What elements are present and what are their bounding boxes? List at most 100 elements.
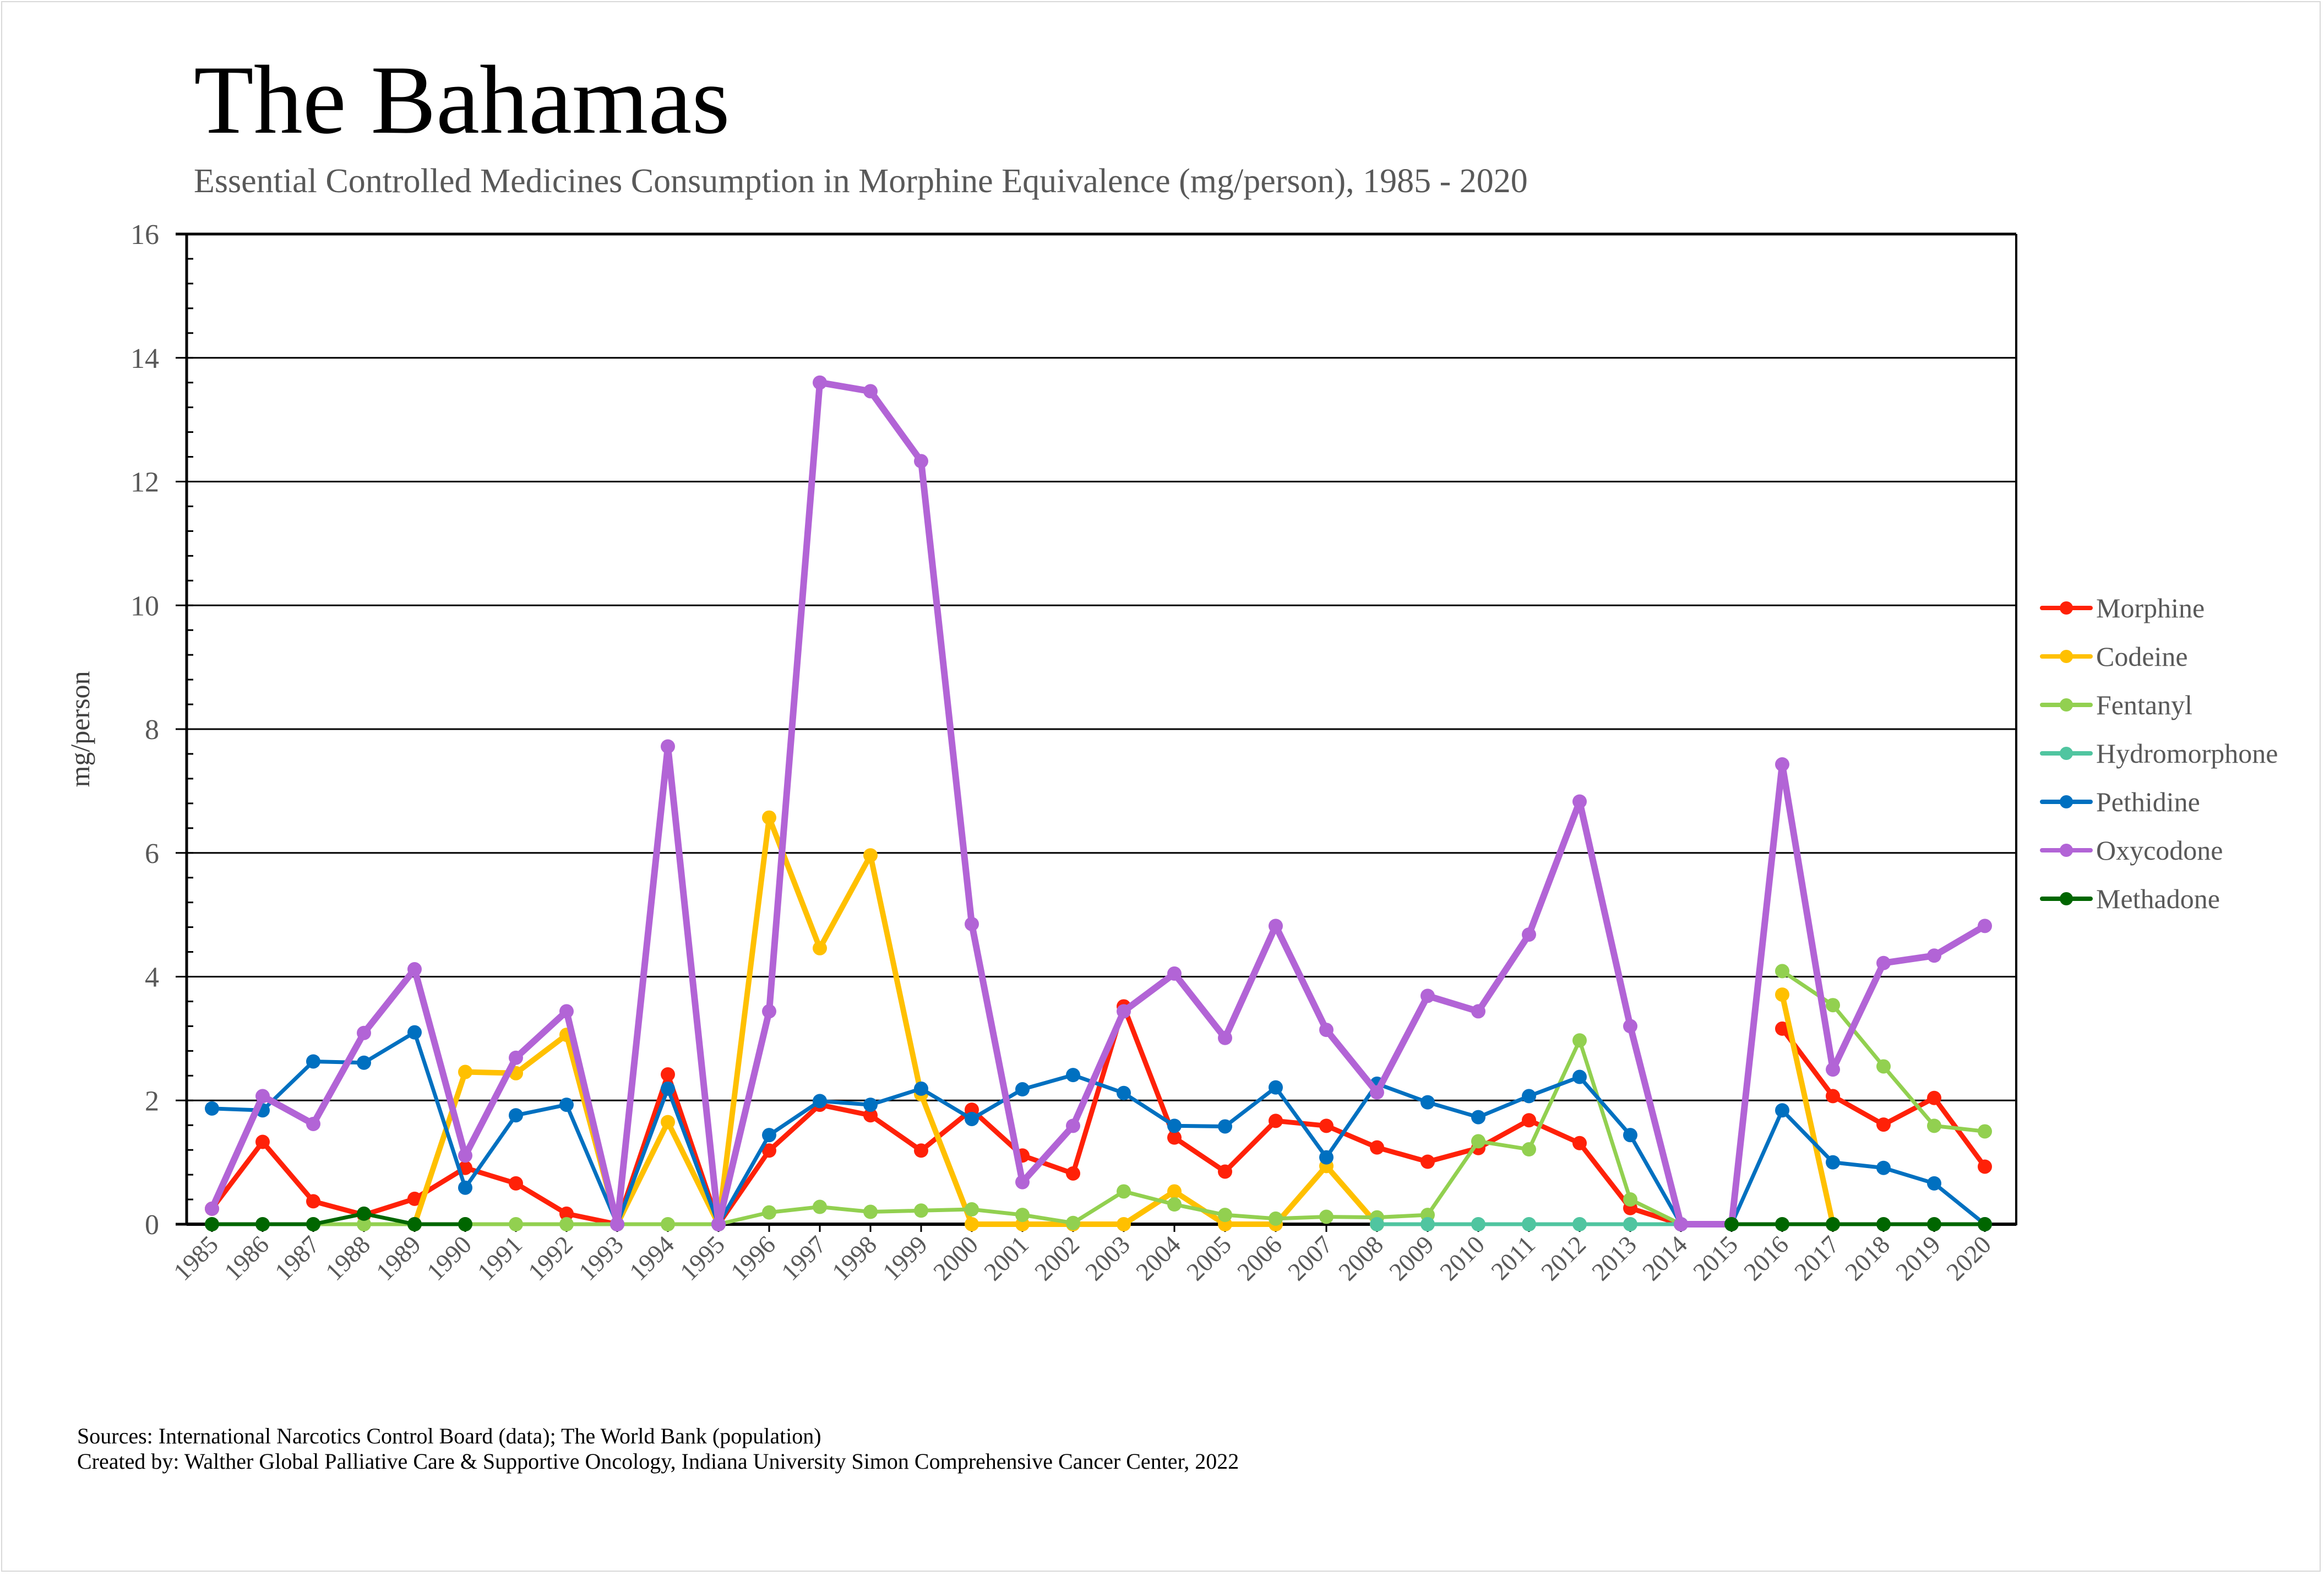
data-point — [1218, 1164, 1232, 1179]
x-tick-label: 1993 — [573, 1230, 629, 1286]
legend-line-marker-icon — [2040, 597, 2093, 619]
series-line — [210, 1003, 1682, 1227]
data-point — [458, 1217, 472, 1231]
data-point — [813, 941, 827, 955]
data-point — [813, 1094, 827, 1109]
data-point — [1471, 1134, 1485, 1149]
legend-line-marker-icon — [2040, 888, 2093, 910]
data-point — [306, 1116, 320, 1131]
data-point — [407, 1217, 422, 1231]
data-point — [1218, 1119, 1232, 1134]
chart-subtitle: Essential Controlled Medicines Consumpti… — [194, 162, 1528, 200]
data-point — [661, 1081, 675, 1096]
data-point — [1826, 1217, 1840, 1231]
data-point — [357, 1206, 371, 1221]
gridlines — [176, 232, 2016, 1226]
y-tick-label: 4 — [145, 962, 159, 993]
data-point — [1319, 1023, 1334, 1038]
x-tick-label: 2017 — [1789, 1230, 1844, 1286]
series-oxycodone — [205, 375, 1992, 1231]
data-point — [1117, 1217, 1131, 1231]
data-point — [1572, 794, 1587, 809]
data-point — [1623, 1128, 1637, 1143]
series-line — [313, 1038, 1682, 1226]
data-point — [1876, 1059, 1891, 1074]
footer-created-by: Created by: Walther Global Palliative Ca… — [77, 1449, 1239, 1474]
legend-item: Fentanyl — [2040, 681, 2278, 729]
legend-label: Oxycodone — [2096, 835, 2223, 866]
x-tick-label: 2018 — [1839, 1230, 1895, 1286]
data-point — [1876, 1217, 1891, 1231]
data-point — [1218, 1030, 1232, 1045]
data-point — [914, 1081, 928, 1096]
data-point — [559, 1217, 574, 1231]
data-point — [1978, 1217, 1992, 1231]
legend: Morphine Codeine Fentanyl Hydromorphone Peth… — [2040, 584, 2278, 923]
legend-label: Fentanyl — [2096, 689, 2192, 720]
x-tick-label: 2004 — [1130, 1230, 1186, 1286]
data-point — [863, 1204, 878, 1219]
data-point — [1117, 1004, 1131, 1019]
legend-item: Morphine — [2040, 584, 2278, 632]
data-point — [306, 1217, 320, 1231]
data-point — [1674, 1217, 1688, 1231]
y-tick-label: 10 — [130, 590, 159, 622]
x-tick-label: 1990 — [421, 1230, 477, 1286]
data-point — [610, 1217, 624, 1231]
data-point — [1724, 1217, 1739, 1231]
data-point — [1167, 1118, 1182, 1133]
x-tick-label: 1992 — [523, 1230, 578, 1286]
data-point — [357, 1055, 371, 1070]
legend-label: Codeine — [2096, 641, 2188, 672]
x-tick-label: 2020 — [1941, 1230, 1996, 1286]
data-point — [1319, 1118, 1334, 1133]
data-point — [661, 739, 675, 754]
x-tick-label: 1991 — [472, 1230, 527, 1286]
data-point — [1927, 948, 1941, 963]
data-point — [762, 810, 776, 825]
data-point — [509, 1176, 523, 1191]
data-point — [509, 1217, 523, 1231]
y-tick-label: 6 — [145, 838, 159, 870]
x-tick-label: 2007 — [1282, 1230, 1338, 1286]
data-point — [1370, 1217, 1384, 1231]
data-point — [965, 1202, 979, 1217]
data-point — [1623, 1192, 1637, 1207]
data-point — [1319, 1209, 1334, 1224]
x-tick-label: 2019 — [1890, 1230, 1946, 1286]
data-point — [762, 1004, 776, 1019]
x-tick-label: 2014 — [1637, 1230, 1692, 1286]
data-point — [965, 916, 979, 931]
data-point — [255, 1089, 270, 1104]
legend-item: Hydromorphone — [2040, 729, 2278, 778]
data-point — [1167, 966, 1182, 981]
data-point — [407, 1025, 422, 1040]
x-tick-label: 1994 — [624, 1230, 679, 1286]
footer-sources: Sources: International Narcotics Control… — [77, 1424, 821, 1448]
x-tick-label: 1999 — [877, 1230, 933, 1286]
data-point — [661, 1217, 675, 1231]
data-point — [762, 1143, 776, 1158]
x-tick-label: 2003 — [1080, 1230, 1135, 1286]
data-point — [1826, 1089, 1840, 1104]
data-point — [1015, 1175, 1030, 1190]
legend-line-marker-icon — [2040, 694, 2093, 716]
x-tick-label: 2011 — [1485, 1230, 1541, 1285]
data-point — [1420, 1095, 1435, 1110]
data-point — [1572, 1069, 1587, 1084]
data-point — [762, 1205, 776, 1220]
legend-line-marker-icon — [2040, 742, 2093, 764]
data-point — [1978, 1159, 1992, 1174]
data-point — [1015, 1082, 1030, 1097]
legend-item: Oxycodone — [2040, 826, 2278, 875]
data-point — [1876, 955, 1891, 970]
data-point — [965, 1111, 979, 1126]
data-point — [1066, 1068, 1080, 1083]
data-point — [1572, 1033, 1587, 1048]
x-tick-label: 1985 — [168, 1230, 224, 1286]
legend-label: Methadone — [2096, 883, 2220, 914]
data-point — [205, 1101, 219, 1116]
data-point — [661, 1115, 675, 1129]
data-point — [1066, 1166, 1080, 1181]
series-line — [212, 1212, 465, 1226]
